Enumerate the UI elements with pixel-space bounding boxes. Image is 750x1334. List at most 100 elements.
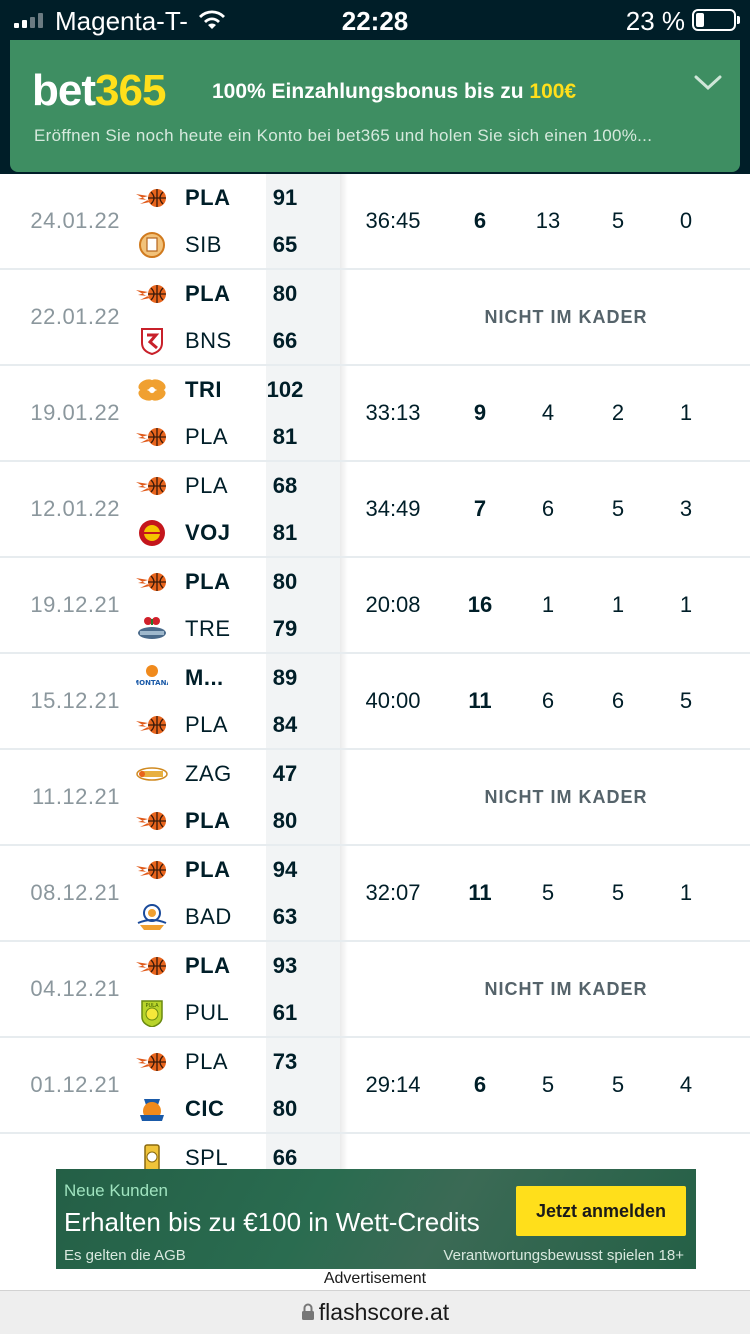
away-team-score: 65 xyxy=(272,232,298,257)
svg-text:MONTANA: MONTANA xyxy=(136,679,168,687)
home-team-name: PLA xyxy=(185,953,231,978)
team-logo-icon xyxy=(136,903,168,930)
teams-column: ZAG 47 PLA 80 xyxy=(128,750,340,844)
match-row[interactable]: 24.01.22 PLA 91 SIB 65 36:45 6 13 5 0 xyxy=(0,174,750,270)
minutes-played: 29:14 xyxy=(365,1072,421,1097)
away-team-row: PULA PUL 61 xyxy=(128,989,340,1036)
match-row[interactable]: 01.12.21 PLA 73 CIC 80 29:14 6 5 5 4 xyxy=(0,1038,750,1134)
home-team-name: PLA xyxy=(185,473,229,498)
away-team-row: VOJ 81 xyxy=(128,509,340,556)
points-stat: 11 xyxy=(468,880,492,905)
match-date: 04.12.21 xyxy=(30,976,120,1001)
match-date: 11.12.21 xyxy=(31,784,120,809)
home-team-row: PLA 80 xyxy=(128,270,340,317)
match-date: 15.12.21 xyxy=(30,688,120,713)
advertisement-label: Advertisement xyxy=(323,1270,427,1287)
score-column-bg xyxy=(266,366,340,460)
teams-column: TRI 102 PLA 81 xyxy=(128,366,340,460)
away-team-name: PLA xyxy=(185,712,229,737)
signal-icon xyxy=(14,12,43,28)
home-team-score: 68 xyxy=(272,473,298,498)
match-date: 19.12.21 xyxy=(30,592,120,617)
rebounds-stat: 1 xyxy=(541,592,555,617)
score-column-bg xyxy=(266,750,340,844)
match-row[interactable]: 19.01.22 TRI 102 PLA 81 33:13 9 4 2 1 xyxy=(0,366,750,462)
match-row[interactable]: 11.12.21 ZAG 47 PLA 80 NICHT IM KADER xyxy=(0,750,750,846)
extra-stat: 4 xyxy=(679,1072,693,1097)
bottom-ad-banner[interactable]: Neue Kunden Erhalten bis zu €100 in Wett… xyxy=(56,1169,696,1269)
extra-stat: 5 xyxy=(679,688,693,713)
home-team-row: TRI 102 xyxy=(128,366,340,413)
match-date: 08.12.21 xyxy=(30,880,120,905)
assists-stat: 5 xyxy=(611,880,625,905)
match-row[interactable]: 15.12.21 MONTANA M... 89 PLA 84 40:00 11 6 6 5 xyxy=(0,654,750,750)
home-team-row: SPL 66 xyxy=(128,1134,340,1169)
home-team-row: PLA 73 xyxy=(128,1038,340,1085)
match-row[interactable]: 22.01.22 PLA 80 BNS 66 NICHT IM KADER xyxy=(0,270,750,366)
away-team-row: TRE 79 xyxy=(128,605,340,652)
team-logo-icon xyxy=(136,568,168,594)
score-column-bg xyxy=(266,1038,340,1132)
home-team-name: M... xyxy=(185,665,224,690)
points-stat: 9 xyxy=(473,400,487,425)
minutes-played: 40:00 xyxy=(365,688,421,713)
rebounds-stat: 6 xyxy=(541,496,555,521)
away-team-row: PLA 84 xyxy=(128,701,340,748)
teams-column: PLA 94 BAD 63 xyxy=(128,846,340,940)
match-row[interactable]: SPL 66 xyxy=(0,1134,750,1169)
clock: 22:28 xyxy=(341,6,409,36)
player-stats: 34:49 7 6 5 3 xyxy=(348,462,750,556)
points-stat: 7 xyxy=(473,496,487,521)
home-team-score: 94 xyxy=(272,857,298,882)
score-column-bg xyxy=(266,270,340,364)
home-team-row: ZAG 47 xyxy=(128,750,340,797)
match-row[interactable]: 04.12.21 PLA 93 PULA PUL 61 NICHT IM KADER xyxy=(0,942,750,1038)
match-row[interactable]: 19.12.21 PLA 80 TRE 79 20:08 16 1 1 1 xyxy=(0,558,750,654)
team-logo-icon: MONTANA xyxy=(132,664,172,690)
away-team-name: PLA xyxy=(185,424,229,449)
player-stats xyxy=(348,1134,750,1169)
away-team-row: PLA 81 xyxy=(128,413,340,460)
team-logo-icon xyxy=(136,760,168,786)
register-button[interactable]: Jetzt anmelden xyxy=(516,1186,686,1236)
player-stats: 20:08 16 1 1 1 xyxy=(348,558,750,652)
bet365-banner[interactable]: bet365 100% Einzahlungsbonus bis zu 100€… xyxy=(10,40,740,172)
url-bar[interactable]: flashscore.at xyxy=(0,1290,750,1334)
match-row[interactable]: 12.01.22 PLA 68 VOJ 81 34:49 7 6 5 3 xyxy=(0,462,750,558)
away-team-row: BNS 66 xyxy=(128,317,340,364)
away-team-score: 63 xyxy=(272,904,298,929)
column-shadow xyxy=(340,366,348,460)
chevron-down-icon[interactable] xyxy=(694,74,722,97)
match-date: 12.01.22 xyxy=(30,496,120,521)
teams-column: PLA 73 CIC 80 xyxy=(128,1038,340,1132)
home-team-name: SPL xyxy=(185,1145,229,1169)
home-team-score: 80 xyxy=(272,281,298,306)
column-shadow xyxy=(340,846,348,940)
score-column-bg xyxy=(266,942,340,1036)
team-logo-icon xyxy=(136,184,168,210)
home-team-score: 80 xyxy=(272,569,298,594)
match-date: 19.01.22 xyxy=(30,400,120,425)
points-stat: 11 xyxy=(468,688,492,713)
teams-column: PLA 68 VOJ 81 xyxy=(128,462,340,556)
rebounds-stat: 4 xyxy=(541,400,555,425)
rebounds-stat: 5 xyxy=(541,880,555,905)
home-team-name: PLA xyxy=(185,857,231,882)
column-shadow xyxy=(340,1134,348,1169)
home-team-score: 89 xyxy=(272,665,298,690)
assists-stat: 5 xyxy=(611,208,625,233)
column-shadow xyxy=(340,558,348,652)
teams-column: PLA 91 SIB 65 xyxy=(128,174,340,268)
player-stats: 29:14 6 5 5 4 xyxy=(348,1038,750,1132)
away-team-row: PLA 80 xyxy=(128,797,340,844)
ad-terms: Es gelten die AGB xyxy=(64,1247,186,1264)
away-team-row: BAD 63 xyxy=(128,893,340,940)
column-shadow xyxy=(340,654,348,748)
home-team-score: 66 xyxy=(272,1145,298,1169)
away-team-name: TRE xyxy=(185,616,231,641)
column-shadow xyxy=(340,1038,348,1132)
away-team-score: 61 xyxy=(272,1000,298,1025)
assists-stat: 1 xyxy=(611,592,625,617)
match-row[interactable]: 08.12.21 PLA 94 BAD 63 32:07 11 5 5 1 xyxy=(0,846,750,942)
away-team-name: PUL xyxy=(185,1000,230,1025)
